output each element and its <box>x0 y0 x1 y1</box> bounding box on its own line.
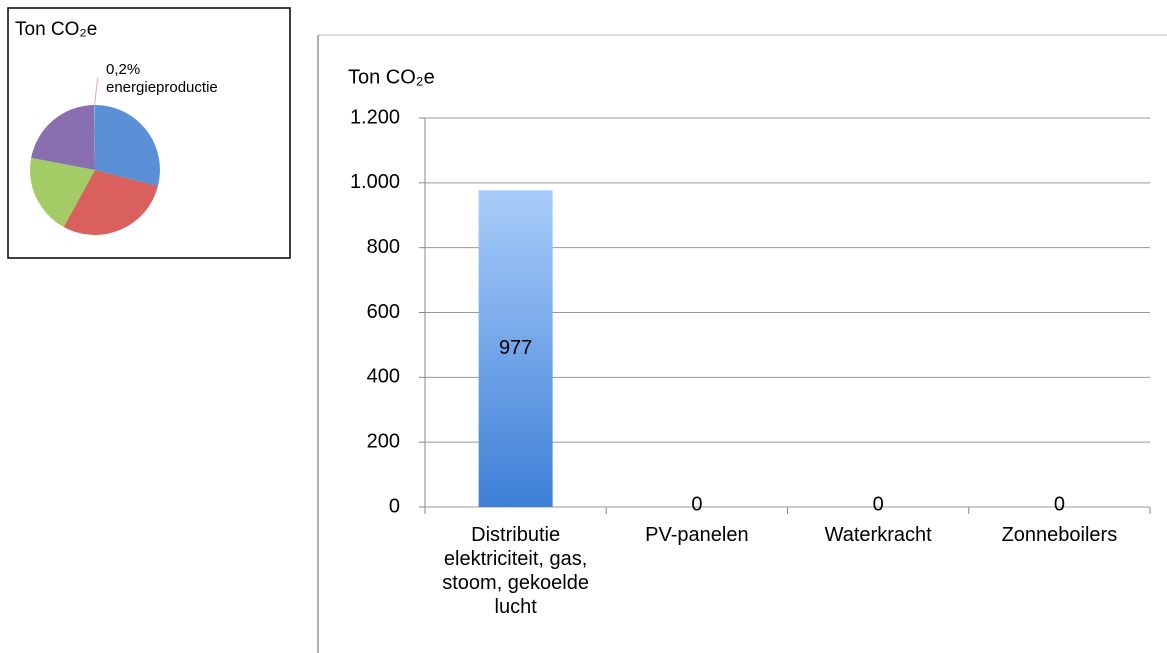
y-tick-label: 1.200 <box>350 106 400 128</box>
y-tick-label: 600 <box>367 301 400 323</box>
x-tick-label: Zonneboilers <box>1001 524 1118 546</box>
value-label: 0 <box>1054 493 1065 515</box>
x-tick-label: PV-panelen <box>645 524 749 546</box>
x-tick-label: Waterkracht <box>824 524 932 546</box>
y-tick-label: 0 <box>389 495 400 517</box>
pie-slice <box>31 105 95 170</box>
pie-value-label: 0,2% <box>106 61 140 78</box>
pie-slice <box>30 157 95 227</box>
pie-title: Ton CO₂e <box>15 19 97 40</box>
y-tick-label: 1.000 <box>350 171 400 193</box>
pie-slice <box>63 170 158 235</box>
bar <box>478 190 553 507</box>
y-tick-label: 200 <box>367 430 400 452</box>
pie-slice <box>95 105 160 187</box>
y-tick-label: 400 <box>367 366 400 388</box>
pie-category-label: energieproductie <box>106 79 218 96</box>
pie-slice <box>94 105 95 170</box>
y-axis-label: Ton CO₂e <box>348 66 435 88</box>
value-label: 0 <box>691 493 702 515</box>
value-label: 0 <box>873 493 884 515</box>
x-tick-label: Distributie elektriciteit, gas, stoom, g… <box>442 524 589 618</box>
value-label: 977 <box>499 337 532 359</box>
y-tick-label: 800 <box>367 236 400 258</box>
leader-line <box>94 77 99 106</box>
